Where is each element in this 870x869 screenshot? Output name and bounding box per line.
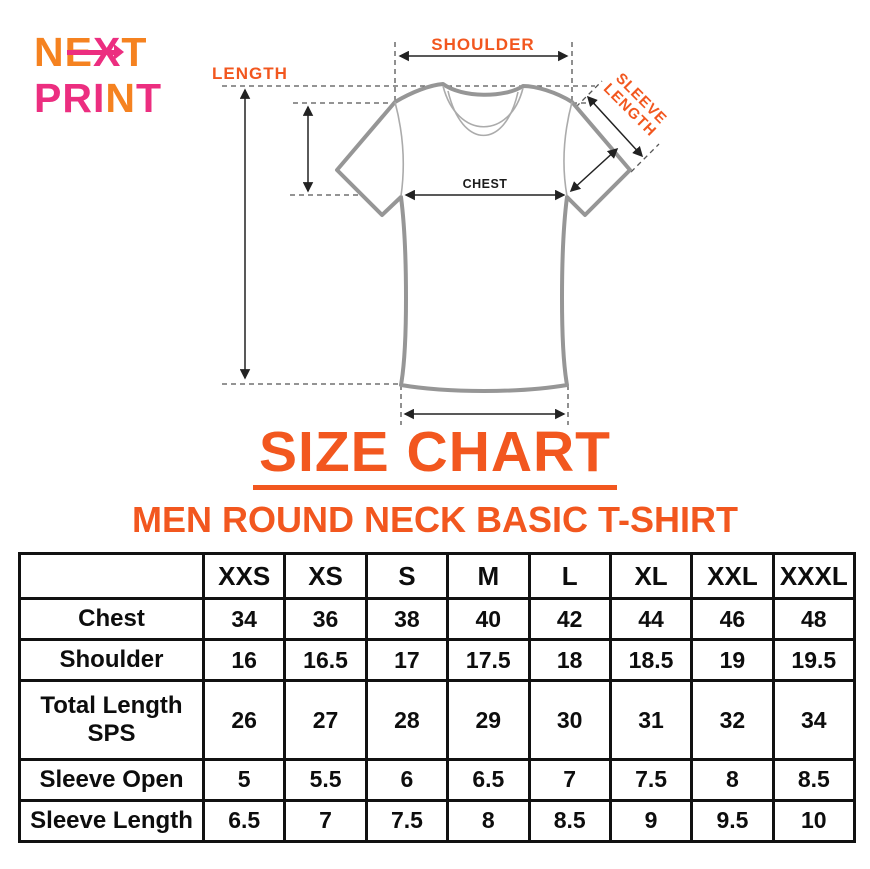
size-value-cell: 7.5 — [364, 798, 450, 844]
table-row: Sleeve Open 5 5.5 6 6.5 7 7.5 8 8.5 — [18, 757, 857, 802]
size-column-header: XXL — [690, 551, 775, 601]
size-value-cell: 34 — [201, 597, 287, 642]
size-value-cell: 31 — [608, 679, 694, 761]
size-value-cell: 7 — [283, 798, 368, 844]
row-label: Sleeve Open — [18, 757, 205, 802]
size-value-cell: 30 — [527, 679, 612, 761]
table-header-row: XXS XS S M L XL XXL XXXL — [18, 551, 857, 601]
page-subtitle: MEN ROUND NECK BASIC T-SHIRT — [131, 499, 738, 540]
size-value-cell: 17 — [364, 638, 450, 683]
size-value-cell: 44 — [608, 597, 694, 642]
size-value-cell: 8 — [690, 757, 775, 802]
size-value-cell: 5 — [201, 757, 287, 802]
size-value-cell: 9 — [608, 798, 694, 844]
size-value-cell: 40 — [446, 597, 531, 642]
table-row: Shoulder 16 16.5 17 17.5 18 18.5 19 19.5 — [18, 638, 857, 683]
logo-word-next: NEXT — [34, 29, 194, 76]
size-value-cell: 28 — [364, 679, 450, 761]
size-value-cell: 27 — [283, 679, 368, 761]
table-row: Chest 34 36 38 40 42 44 46 48 — [18, 597, 857, 642]
size-value-cell: 7 — [527, 757, 612, 802]
size-table: XXS XS S M L XL XXL XXXL Chest 34 36 38 … — [18, 551, 857, 844]
size-value-cell: 29 — [446, 679, 531, 761]
size-value-cell: 48 — [771, 597, 857, 642]
size-column-header: XXXL — [771, 551, 857, 601]
page-title: SIZE CHART — [253, 424, 617, 490]
size-value-cell: 8 — [446, 798, 531, 844]
size-column-header: XL — [608, 551, 694, 601]
main-title-row: SIZE CHART — [0, 424, 870, 490]
size-value-cell: 6 — [364, 757, 450, 802]
size-value-cell: 26 — [201, 679, 287, 761]
size-value-cell: 8.5 — [527, 798, 612, 844]
size-value-cell: 18 — [527, 638, 612, 683]
logo-word-print: PRINT — [34, 74, 194, 122]
row-label: Shoulder — [18, 638, 205, 683]
size-value-cell: 6.5 — [201, 798, 287, 844]
size-column-header: S — [364, 551, 450, 601]
size-column-header: M — [446, 551, 531, 601]
size-value-cell: 16.5 — [283, 638, 368, 683]
size-value-cell: 17.5 — [446, 638, 531, 683]
tshirt-outline — [335, 82, 632, 393]
chest-label: CHEST — [463, 177, 508, 191]
shoulder-label: SHOULDER — [431, 35, 534, 54]
logo-next-t: T — [121, 29, 148, 75]
size-column-header: XXS — [201, 551, 287, 601]
size-value-cell: 32 — [690, 679, 775, 761]
size-value-cell: 18.5 — [608, 638, 694, 683]
tshirt-measurement-diagram: SHOULDER LENGTH CHEST SLEEVE LENGTH — [212, 35, 670, 425]
size-value-cell: 38 — [364, 597, 450, 642]
size-value-cell: 10 — [771, 798, 857, 844]
table-row: Sleeve Length 6.5 7 7.5 8 8.5 9 9.5 10 — [18, 798, 857, 844]
subtitle-row: MEN ROUND NECK BASIC T-SHIRT — [0, 499, 870, 541]
size-value-cell: 34 — [771, 679, 857, 761]
size-value-cell: 5.5 — [283, 757, 368, 802]
table-row: Total Length SPS 26 27 28 29 30 31 32 34 — [18, 679, 857, 761]
sleeve-length-label: SLEEVE LENGTH — [600, 70, 670, 140]
logo-print-n: N — [105, 74, 136, 121]
size-value-cell: 7.5 — [608, 757, 694, 802]
size-value-cell: 36 — [283, 597, 368, 642]
size-value-cell: 8.5 — [771, 757, 857, 802]
size-column-header: XS — [283, 551, 368, 601]
size-value-cell: 9.5 — [690, 798, 775, 844]
next-print-logo: NEXT PRINT — [34, 29, 194, 122]
size-value-cell: 42 — [527, 597, 612, 642]
size-value-cell: 16 — [201, 638, 287, 683]
row-label: Chest — [18, 597, 205, 642]
size-column-header: L — [527, 551, 612, 601]
measurement-arrows — [239, 50, 644, 420]
length-label: LENGTH — [212, 64, 288, 83]
logo-print-t: T — [135, 74, 163, 121]
row-label: Total Length SPS — [18, 679, 205, 761]
row-label: Sleeve Length — [18, 798, 205, 844]
logo-arrow-icon — [67, 44, 124, 60]
size-value-cell: 46 — [690, 597, 775, 642]
corner-cell — [18, 551, 205, 601]
size-value-cell: 6.5 — [446, 757, 531, 802]
size-value-cell: 19.5 — [771, 638, 857, 683]
size-value-cell: 19 — [690, 638, 775, 683]
logo-print-pri: PRI — [34, 74, 106, 121]
